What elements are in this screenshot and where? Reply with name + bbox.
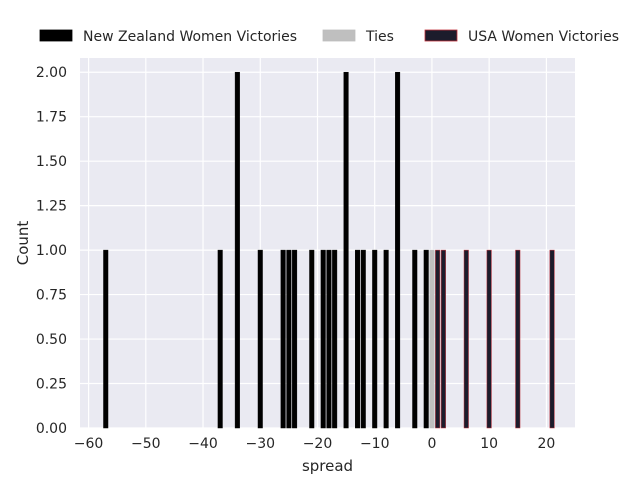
x-tick-label: −20	[303, 436, 333, 452]
x-tick-label: −40	[188, 436, 218, 452]
histogram-bar	[383, 249, 389, 429]
histogram-bar	[423, 249, 429, 429]
legend-label: New Zealand Women Victories	[83, 29, 297, 45]
y-tick-label: 1.75	[36, 110, 67, 126]
histogram-bar	[360, 249, 366, 429]
histogram-bar	[435, 249, 441, 429]
tick-labels: −60 −50 −40 −30 −20 −10 0 10 20 0.00 0.25 0.50 0.75 1…	[36, 65, 555, 452]
x-axis-label: spread	[302, 457, 353, 475]
y-tick-label: 0.00	[36, 421, 67, 437]
legend-label: USA Women Victories	[468, 29, 619, 45]
y-tick-label: 1.00	[36, 243, 67, 259]
histogram-bar	[309, 249, 315, 429]
histogram-bar	[326, 249, 332, 429]
histogram-bar	[486, 249, 492, 429]
y-tick-label: 0.50	[36, 332, 67, 348]
histogram-bar	[280, 249, 286, 429]
histogram-bar	[320, 249, 326, 429]
histogram-bar	[515, 249, 521, 429]
histogram-bar	[372, 249, 378, 429]
y-tick-label: 0.75	[36, 288, 67, 304]
x-tick-label: −30	[245, 436, 275, 452]
y-tick-label: 1.25	[36, 199, 67, 215]
y-tick-label: 1.50	[36, 154, 67, 170]
y-tick-label: 2.00	[36, 65, 67, 81]
x-tick-label: 20	[537, 436, 555, 452]
y-axis-label: Count	[14, 221, 32, 266]
histogram-bar	[343, 71, 349, 429]
histogram-bar	[440, 249, 446, 429]
histogram-bar	[429, 249, 435, 429]
histogram-bars	[103, 71, 555, 429]
histogram-bar	[412, 249, 418, 429]
histogram-bar	[332, 249, 338, 429]
histogram-bar	[463, 249, 469, 429]
legend-swatch	[39, 29, 73, 42]
histogram-bar	[549, 249, 555, 429]
histogram-bar	[286, 249, 292, 429]
x-tick-label: −10	[360, 436, 390, 452]
histogram-bar	[217, 249, 223, 429]
x-tick-label: 10	[480, 436, 498, 452]
x-tick-label: 0	[427, 436, 436, 452]
legend: New Zealand Women Victories Ties USA Women…	[39, 29, 619, 45]
histogram-bar	[103, 249, 109, 429]
histogram-bar	[234, 71, 240, 429]
legend-swatch	[424, 29, 458, 42]
legend-label: Ties	[365, 29, 394, 45]
y-tick-label: 0.25	[36, 377, 67, 393]
x-tick-label: −50	[131, 436, 161, 452]
x-tick-label: −60	[74, 436, 104, 452]
legend-swatch	[322, 29, 356, 42]
histogram-bar	[292, 249, 298, 429]
histogram-bar	[257, 249, 263, 429]
histogram-bar	[395, 71, 401, 429]
histogram-bar	[355, 249, 361, 429]
